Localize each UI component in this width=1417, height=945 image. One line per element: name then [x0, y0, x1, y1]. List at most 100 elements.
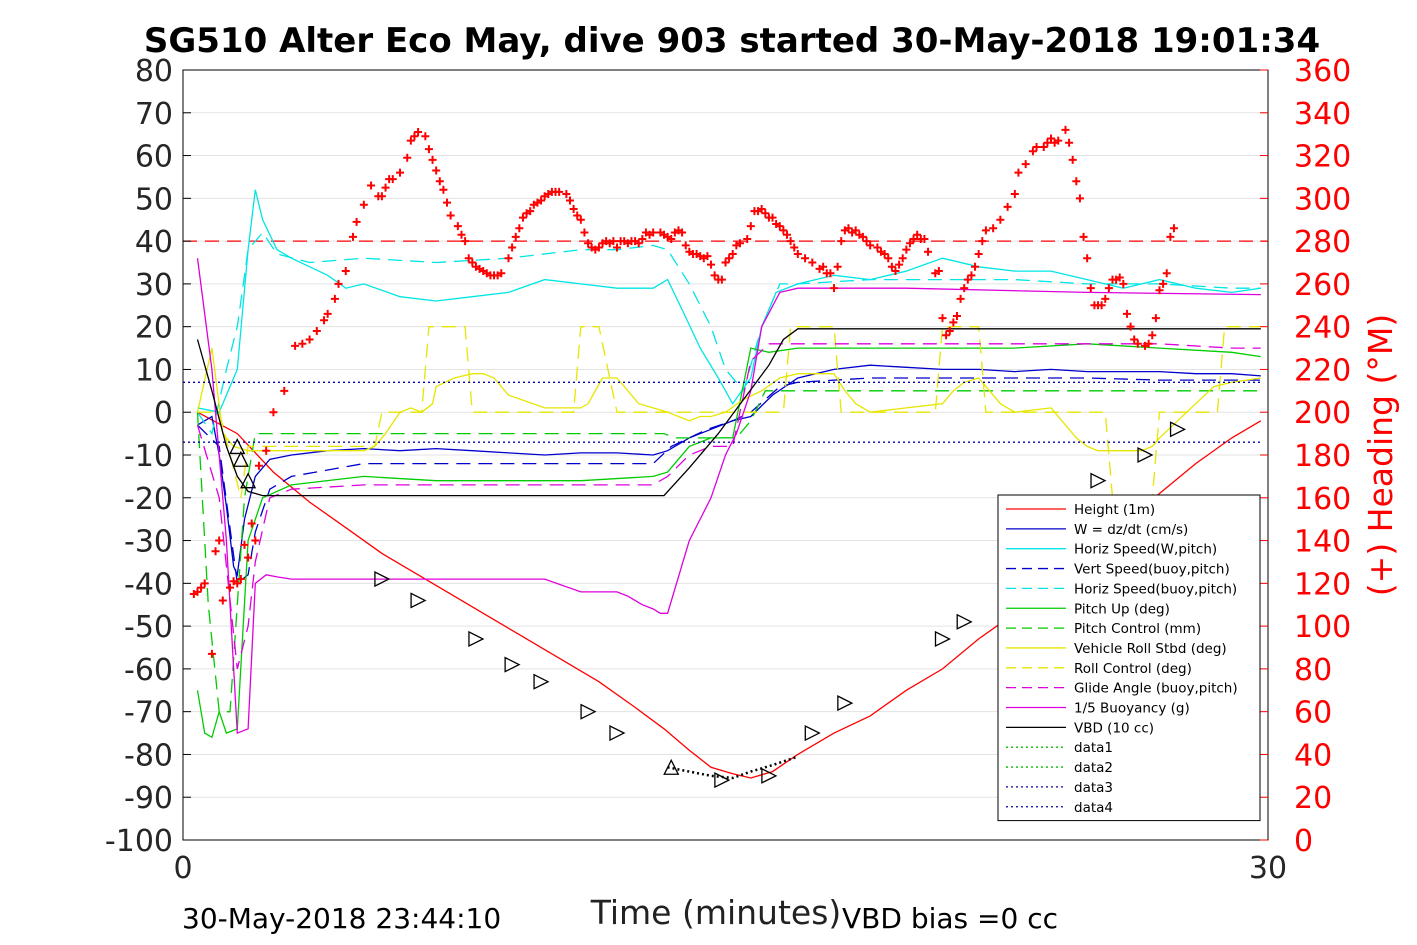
y2-tick-label: 300 — [1294, 182, 1351, 217]
heading-point — [934, 267, 943, 276]
y2-tick-label: 220 — [1294, 353, 1351, 388]
heading-point — [938, 314, 947, 323]
y2-tick-label: 240 — [1294, 311, 1351, 346]
heading-point — [837, 237, 846, 246]
heading-point — [707, 260, 716, 269]
y2-tick-label: 200 — [1294, 396, 1351, 431]
heading-point — [414, 128, 423, 137]
heading-point — [251, 536, 260, 545]
heading-point — [963, 275, 972, 284]
heading-point — [667, 234, 676, 243]
y2-tick-label: 260 — [1294, 268, 1351, 303]
legend-label: VBD (10 cc) — [1074, 720, 1154, 736]
heading-point — [1119, 279, 1128, 288]
heading-point — [1068, 155, 1077, 164]
heading-point — [1169, 224, 1178, 233]
heading-point — [735, 239, 744, 248]
heading-point — [945, 326, 954, 335]
heading-point — [468, 258, 477, 267]
heading-point — [1021, 160, 1030, 169]
depth-marker — [1137, 446, 1154, 464]
heading-point — [924, 247, 933, 256]
heading-point — [873, 243, 882, 252]
legend-label: Vert Speed(buoy,pitch) — [1074, 562, 1230, 578]
heading-point — [989, 224, 998, 233]
legend-label: Vehicle Roll Stbd (deg) — [1074, 641, 1227, 657]
heading-point — [862, 237, 871, 246]
heading-point — [790, 243, 799, 252]
depth-marker — [533, 673, 550, 690]
heading-point — [703, 252, 712, 261]
heading-point — [341, 267, 350, 276]
heading-point — [949, 318, 958, 327]
heading-point — [609, 237, 618, 246]
heading-point — [768, 213, 777, 222]
heading-point — [942, 331, 951, 340]
y-tick-label: -50 — [124, 610, 173, 645]
heading-point — [464, 254, 473, 263]
y-tick-label: 30 — [135, 268, 173, 303]
heading-point — [710, 271, 719, 280]
series-line — [196, 343, 1261, 670]
y-tick-label: -40 — [124, 567, 173, 602]
heading-point — [197, 583, 206, 592]
depth-marker — [232, 450, 249, 467]
heading-point — [681, 241, 690, 250]
series-line — [197, 326, 1261, 499]
heading-point — [226, 583, 235, 592]
heading-point — [952, 311, 961, 320]
series-line — [196, 258, 1261, 735]
y2-tick-label: 360 — [1294, 54, 1351, 89]
heading-point — [247, 519, 256, 528]
heading-point — [678, 228, 687, 237]
heading-point — [352, 217, 361, 226]
heading-point — [403, 153, 412, 162]
y2-tick-label: 100 — [1294, 610, 1351, 645]
heading-point — [381, 183, 390, 192]
depth-marker — [609, 725, 626, 742]
heading-point — [1162, 269, 1171, 278]
depth-marker — [580, 703, 597, 720]
heading-point — [920, 234, 929, 243]
heading-point — [367, 181, 376, 190]
heading-point — [576, 215, 585, 224]
y2-tick-label: 80 — [1294, 653, 1332, 688]
heading-point — [511, 232, 520, 241]
heading-point — [562, 190, 571, 199]
heading-point — [320, 316, 329, 325]
heading-point — [312, 326, 321, 335]
heading-point — [193, 587, 202, 596]
heading-point — [515, 224, 524, 233]
heading-point — [526, 207, 535, 216]
heading-point — [424, 145, 433, 154]
heading-point — [388, 175, 397, 184]
heading-point — [725, 254, 734, 263]
heading-point — [717, 275, 726, 284]
heading-point — [594, 243, 603, 252]
heading-point — [330, 294, 339, 303]
heading-point — [497, 269, 506, 278]
heading-point — [974, 249, 983, 258]
heading-point — [775, 222, 784, 231]
heading-point — [851, 226, 860, 235]
y-tick-label: -80 — [124, 738, 173, 773]
right-axis: 3603403203002802602402202001801601401201… — [1260, 54, 1351, 859]
depth-marker — [468, 630, 485, 647]
depth-marker — [804, 725, 821, 742]
heading-point — [406, 136, 415, 145]
heading-point — [634, 239, 643, 248]
heading-point — [1039, 143, 1048, 151]
heading-point — [432, 166, 441, 175]
heading-point — [996, 215, 1005, 224]
y2-tick-label: 120 — [1294, 567, 1351, 602]
heading-point — [728, 249, 737, 258]
heading-point — [1032, 143, 1041, 151]
heading-point — [280, 386, 289, 395]
y2-tick-label: 0 — [1294, 824, 1313, 859]
heading-point — [1130, 335, 1139, 344]
depth-marker — [663, 758, 680, 775]
heading-point — [1144, 339, 1153, 348]
heading-point — [746, 222, 755, 231]
depth-marker — [934, 630, 951, 647]
timestamp-footer: 30-May-2018 23:44:10 — [182, 902, 501, 935]
